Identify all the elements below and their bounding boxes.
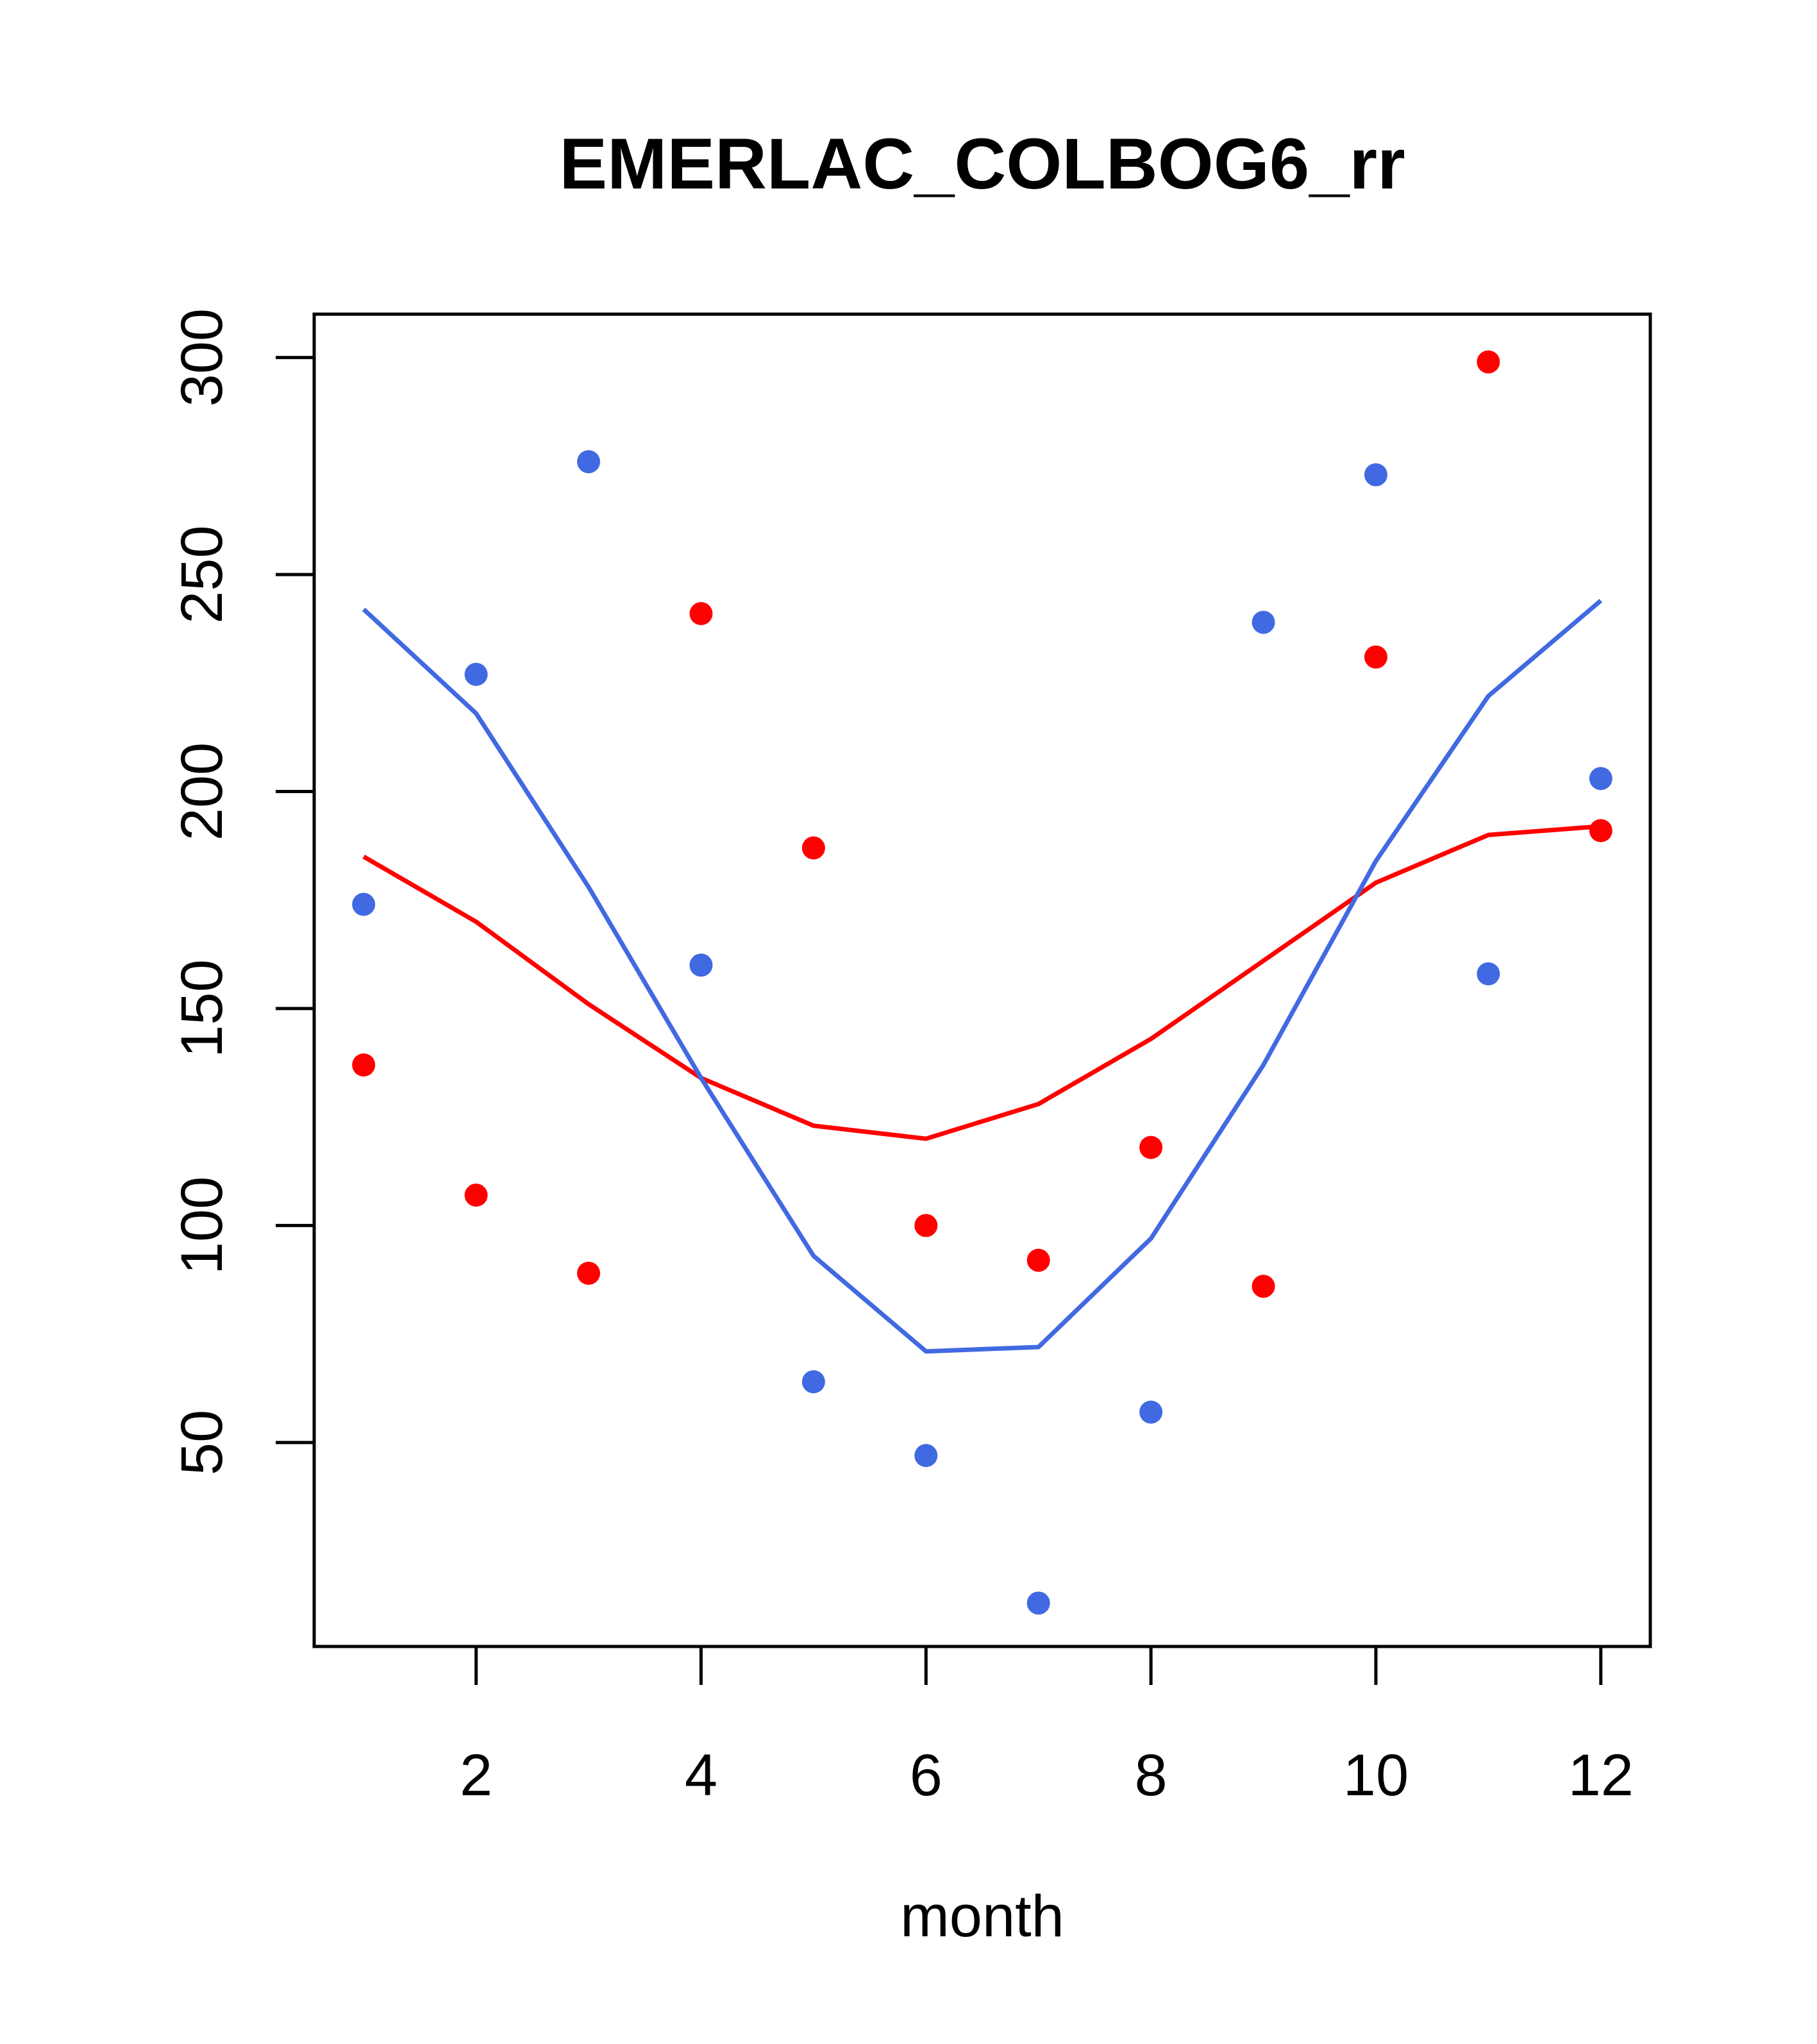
- series-0-point-6: [914, 1214, 938, 1237]
- series-1-point-8: [1139, 1400, 1163, 1424]
- x-tick-label-6: 6: [910, 1743, 942, 1808]
- series-1-point-10: [1364, 463, 1387, 487]
- series-0-point-10: [1364, 645, 1387, 669]
- y-tick-label-150: 150: [169, 959, 235, 1058]
- series-0-point-2: [464, 1184, 488, 1207]
- chart-title: EMERLAC_COLBOG6_rr: [559, 124, 1405, 204]
- series-layer: [352, 350, 1612, 1615]
- series-0-point-11: [1477, 350, 1500, 374]
- plot-frame: [312, 312, 1652, 1648]
- series-1-point-3: [577, 450, 601, 474]
- series-1-point-12: [1589, 767, 1612, 791]
- series-1-point-9: [1252, 610, 1275, 634]
- series-1-point-1: [352, 892, 376, 916]
- x-tick-label-2: 2: [460, 1743, 492, 1808]
- x-tick-label-8: 8: [1135, 1743, 1168, 1808]
- x-tick-label-10: 10: [1343, 1743, 1409, 1808]
- series-0-point-3: [577, 1261, 601, 1285]
- series-0-point-12: [1589, 819, 1612, 842]
- series-0-point-9: [1252, 1275, 1275, 1298]
- series-1-point-11: [1477, 962, 1500, 985]
- series-1-point-5: [801, 1370, 825, 1394]
- series-0-point-7: [1026, 1248, 1050, 1272]
- y-tick-label-50: 50: [169, 1410, 235, 1475]
- x-tick-label-4: 4: [685, 1743, 717, 1808]
- y-tick-label-100: 100: [169, 1177, 235, 1275]
- series-2-line: [362, 824, 1602, 1141]
- series-1-point-6: [914, 1444, 938, 1468]
- y-tick-label-200: 200: [169, 742, 235, 841]
- x-axis: 2 4 6 8 10 12: [460, 1646, 1634, 1808]
- series-1-point-4: [689, 953, 713, 977]
- series-1-point-7: [1026, 1591, 1050, 1615]
- y-tick-label-250: 250: [169, 525, 235, 624]
- y-axis: 50 100 150 200 250 300: [169, 308, 314, 1475]
- series-3-line: [362, 599, 1603, 1354]
- x-tick-label-12: 12: [1568, 1743, 1634, 1808]
- y-tick-label-300: 300: [169, 308, 235, 407]
- series-0-point-4: [689, 602, 713, 626]
- series-0-point-5: [801, 836, 825, 860]
- series-0-point-1: [352, 1053, 376, 1076]
- series-1-point-2: [464, 662, 488, 686]
- x-axis-label: month: [900, 1884, 1064, 1949]
- series-0-point-8: [1139, 1135, 1163, 1159]
